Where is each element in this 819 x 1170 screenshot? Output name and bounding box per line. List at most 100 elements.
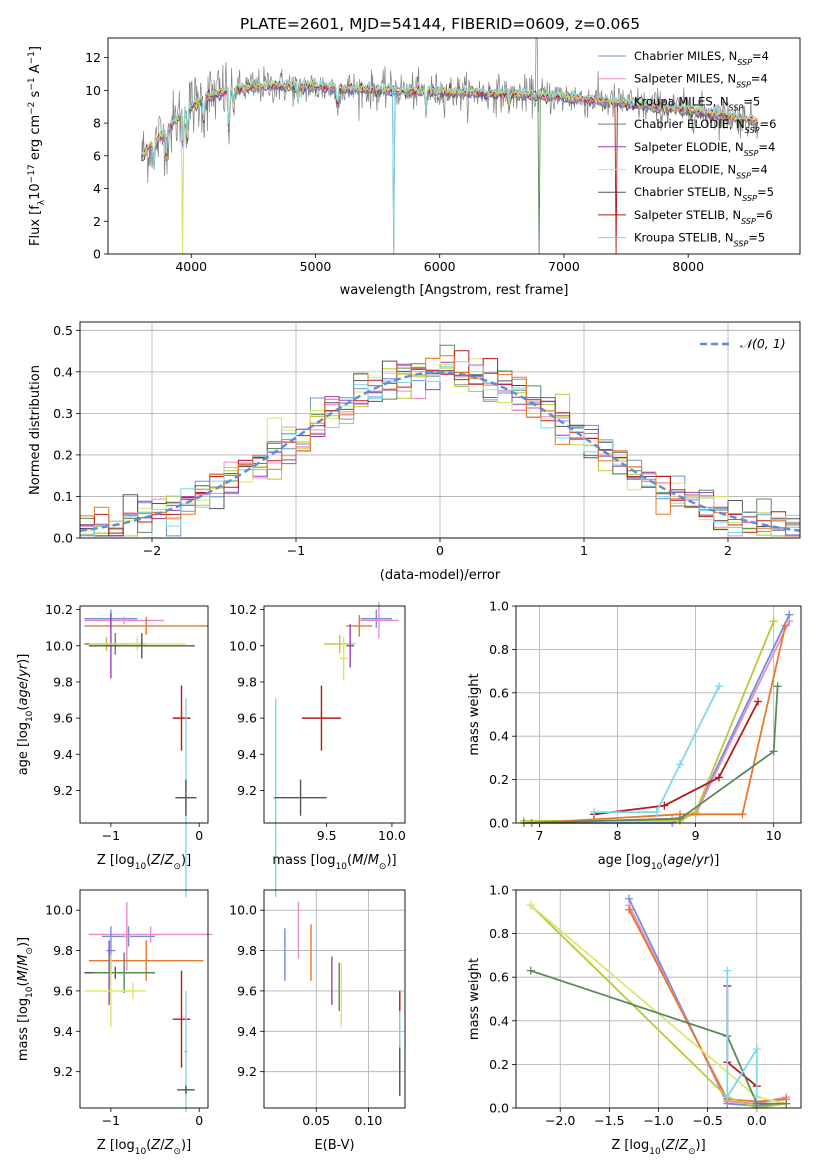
axis-label-part: )] [709,853,719,868]
figure-title: PLATE=2601, MJD=54144, FIBERID=0609, z=0… [240,15,640,33]
y-tick-label: 0.4 [489,729,509,744]
legend-entry: Salpeter STELIB, NSSP=6 [634,208,773,226]
x-tick-label: −1 [287,543,305,558]
mass-weight-marker [769,747,778,756]
mass-weight-ylabel: mass weight [467,958,482,1040]
axis-label-part: / [16,676,31,681]
axis-label-part: ⊙ [688,1147,696,1157]
mass-weight-line [593,701,759,816]
mass-weight-line [594,685,720,813]
axis-label-part: M [368,853,379,868]
legend-model-name: Kroupa MILES, N [634,94,729,108]
axis-label-part: ( [347,853,352,868]
normal-legend-label: 𝒩(0, 1) [740,336,786,351]
axis-label-part: age [log [16,722,31,775]
mass-weight-marker [675,814,684,823]
mass-weight-marker [675,760,684,769]
x-tick-label: −1.5 [594,1113,624,1128]
y-tick-label: 9.2 [237,783,257,798]
mass-weight-marker [773,682,782,691]
mass-weight-marker [723,1093,732,1102]
y-tick-label: 12 [85,50,101,65]
mass-weight-ylabel: mass weight [467,673,482,755]
mass-weight-marker [625,905,634,914]
y-tick-label: 10.0 [229,638,257,653]
axis-label-part: 10 [649,1147,661,1157]
mass-weight-marker [785,617,794,626]
mass-weight-marker [738,810,747,819]
y-tick-label: 9.2 [237,1064,257,1079]
legend-model-name: Chabrier ELODIE, N [634,117,745,131]
axis-label-part: E(B-V) [314,1138,354,1153]
y-tick-label: 9.4 [237,747,257,762]
axis-label: age [log10(age/yr)] [598,853,720,872]
y-tick-label: 9.6 [237,983,257,998]
axis-label-part: / [16,965,31,970]
legend-entry: Kroupa STELIB, NSSP=5 [634,231,765,249]
residuals-xlabel: (data-model)/error [380,568,501,583]
axis-label-part: age [log [598,853,651,868]
axis-label-part: )] [16,937,31,947]
x-tick-label: 9.5 [317,828,337,843]
legend-sub: SSP [745,126,760,135]
mass-weight-marker [660,801,669,810]
x-tick-label: 0 [195,1113,203,1128]
axis-label-part: age [667,853,691,868]
x-tick-label: −2.0 [545,1113,575,1128]
axis-label-part: −2 [27,102,37,115]
legend-sub: SSP [741,216,756,225]
legend-model-name: Salpeter ELODIE, N [634,140,744,154]
mass-weight-marker [590,808,599,817]
y-tick-label: 1.0 [489,599,509,614]
axes-residuals: −2 −1 0 1 2 0.0 0.1 0.2 0.3 0.4 0.5 𝒩(0, 1) (data-mo… [28,322,801,583]
legend-entry: Chabrier STELIB, NSSP=5 [634,185,774,203]
y-tick-label: 9.4 [237,1024,257,1039]
mass-weight-line [628,898,787,1107]
y-tick-label: 10 [85,83,101,98]
axis-label-part: / [160,853,165,868]
axis-label-part: 10 [25,710,35,722]
y-tick-label: 0.4 [489,1013,509,1028]
axis-label-part: Z [665,1138,676,1153]
legend-model-name: Chabrier MILES, N [634,49,737,63]
axis-label-part: ⊙ [173,862,181,872]
axis-label-part: Flux [f [28,205,43,246]
axis-label-part: ( [146,1138,151,1153]
y-tick-label: 8 [93,116,101,131]
axis-label-part: yr [695,853,711,868]
legend-sub: SSP [736,171,751,180]
mass-weight-marker [781,621,790,630]
x-tick-label: −0.5 [692,1113,722,1128]
y-tick-label: 2 [93,214,101,229]
x-tick-label: 10 [766,828,782,843]
legend-entry: Kroupa MILES, NSSP=5 [634,94,760,112]
y-tick-label: 0.6 [489,685,509,700]
residual-histogram [80,361,800,537]
normal-curve [79,371,801,532]
axis-label-part: −1 [27,77,37,90]
legend-n: =4 [751,72,768,86]
x-tick-label: −1 [102,1113,120,1128]
mass-weight-marker [752,1045,761,1054]
axis-label: E(B-V) [314,1138,354,1153]
plot-layer: 4000 5000 6000 7000 8000024681012wavelength … [16,37,802,1157]
y-tick-label: 0.0 [489,816,509,831]
axis-label-part: Z [150,853,161,868]
x-tick-label: 0.05 [302,1113,330,1128]
y-tick-label: 0.2 [489,1057,509,1072]
legend-n: =4 [752,49,769,63]
legend-model-name: Salpeter MILES, N [634,72,736,86]
axes-mass_vs_Z: −1 09.29.49.69.810.0Z [log10(Z/Z⊙)]mass [… [16,902,213,1157]
axis-label: Flux [fλ10−17 erg cm−2 s−1 A−1] [27,46,47,246]
axis-label: Z [log10(Z/Z⊙)] [97,1138,191,1157]
legend-sub: SSP [736,80,751,89]
axis-label-part: mass [log [16,998,31,1061]
axes-spectrum: 4000 5000 6000 7000 8000 0 2 4 6 8 10 12 wavelength … [27,37,776,298]
mass-weight-line [531,625,787,824]
y-tick-label: 6 [93,148,101,163]
y-tick-label: 0.4 [53,364,73,379]
axis-label: age [log10(age/yr)] [16,654,35,776]
x-tick-label: 5000 [300,259,332,274]
legend-model-name: Salpeter STELIB, N [634,208,741,222]
mass-weight-line [523,686,779,824]
